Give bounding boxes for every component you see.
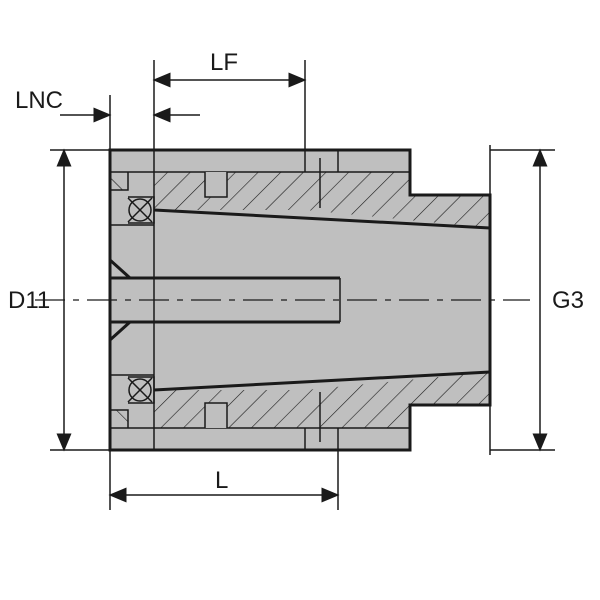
dimension-L: L (110, 450, 338, 510)
collet-chuck-diagram: LF LNC D11 G3 L (0, 0, 600, 600)
label-LNC: LNC (15, 87, 63, 114)
label-L: L (215, 467, 228, 494)
dimension-LNC: LNC (15, 87, 200, 150)
dimension-LF: LF (154, 49, 305, 150)
label-LF: LF (210, 49, 238, 76)
label-D11: D11 (8, 287, 50, 314)
label-G3: G3 (552, 287, 584, 314)
